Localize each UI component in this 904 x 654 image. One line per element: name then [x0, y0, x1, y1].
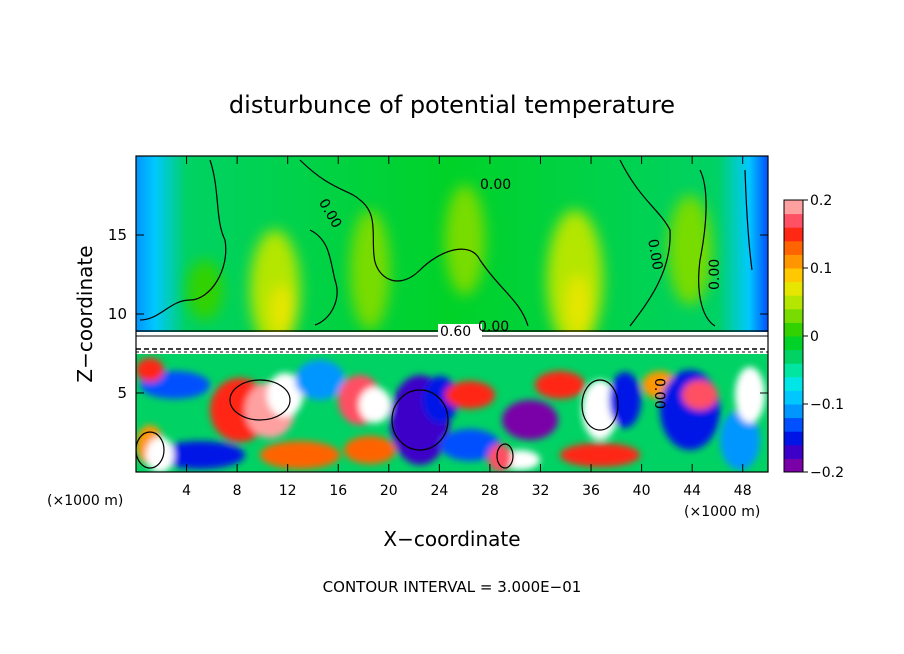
y-axis-label: Z−coordinate	[73, 245, 97, 382]
x-tick-label: 28	[481, 483, 499, 499]
x-tick-label: 44	[683, 483, 701, 499]
colorbar-tick-label: 0.1	[810, 261, 832, 277]
y-tick-label: 5	[117, 384, 127, 402]
x-tick-label: 36	[582, 483, 600, 499]
colorbar-swatch	[784, 376, 803, 391]
x-tick-label: 40	[633, 483, 651, 499]
colorbar-tick-label: 0	[810, 329, 819, 345]
colorbar-swatch	[784, 404, 803, 419]
x-tick-label: 20	[380, 483, 398, 499]
colorbar-swatch	[784, 336, 803, 351]
colorbar-swatch	[784, 281, 803, 296]
colorbar-swatch	[784, 240, 803, 255]
colorbar-swatch	[784, 417, 803, 432]
colorbar-swatch	[784, 431, 803, 446]
x-ticks: 4 8 12 16 20 24 28 32 36 40 44 48	[182, 156, 752, 499]
plot-area	[136, 156, 768, 472]
lower-turbulent-blobs	[136, 358, 765, 472]
contour-labels: 0.00 0.00 0.00 0.00 0.00 0.00 0.60	[315, 177, 723, 409]
x-tick-label: 24	[430, 483, 448, 499]
colorbar	[784, 200, 803, 473]
y-tick-label: 15	[108, 226, 127, 244]
chart-title: disturbunce of potential temperature	[229, 91, 675, 119]
colorbar-swatch	[784, 308, 803, 323]
colorbar-swatch	[784, 268, 803, 283]
x-unit-right: (×1000 m)	[684, 504, 760, 520]
y-ticks: 5 10 15	[108, 226, 768, 402]
contour-label: 0.60	[440, 324, 471, 340]
colorbar-swatch	[784, 444, 803, 459]
contour-label: 0.00	[478, 319, 509, 335]
colorbar-swatch	[784, 227, 803, 242]
x-tick-label: 12	[279, 483, 297, 499]
contour-label: 0.00	[480, 177, 511, 193]
colorbar-swatch	[784, 322, 803, 337]
colorbar-swatch	[784, 213, 803, 228]
contour-label: 0.00	[707, 259, 723, 290]
x-tick-label: 32	[532, 483, 550, 499]
x-tick-label: 48	[734, 483, 752, 499]
colorbar-tick-label: 0.2	[810, 193, 832, 209]
x-tick-label: 4	[182, 483, 191, 499]
contour-interval-note: CONTOUR INTERVAL = 3.000E−01	[323, 578, 582, 596]
colorbar-swatch	[784, 363, 803, 378]
upper-warm-plumes	[187, 185, 712, 350]
colorbar-ticks: 0.2 0.1 0 −0.1 −0.2	[803, 193, 844, 481]
colorbar-swatch	[784, 390, 803, 405]
contour-lines	[136, 159, 753, 469]
x-tick-label: 8	[233, 483, 242, 499]
colorbar-tick-label: −0.1	[810, 397, 844, 413]
contour-label: 0.00	[644, 238, 665, 271]
colorbar-swatch	[784, 200, 803, 215]
colorbar-tick-label: −0.2	[810, 465, 844, 481]
colorbar-swatch	[784, 254, 803, 269]
x-unit-left: (×1000 m)	[47, 493, 123, 509]
upper-label-bg	[438, 324, 482, 338]
contour-label: 0.00	[651, 378, 667, 409]
x-tick-label: 16	[329, 483, 347, 499]
colorbar-swatch	[784, 458, 803, 473]
colorbar-swatch	[784, 295, 803, 310]
y-tick-label: 10	[108, 305, 127, 323]
colorbar-swatch	[784, 349, 803, 364]
x-axis-label: X−coordinate	[383, 527, 520, 551]
